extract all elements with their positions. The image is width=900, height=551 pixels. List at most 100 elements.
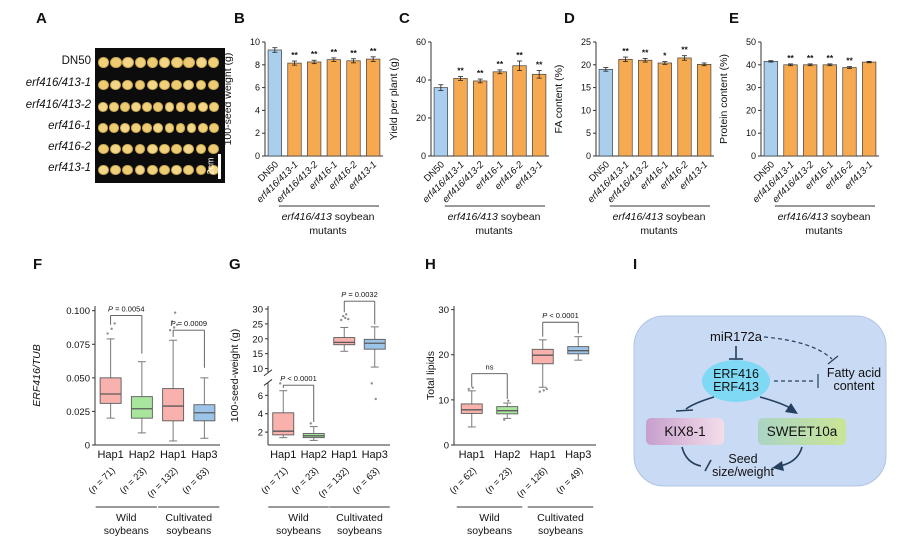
svg-text:10: 10 xyxy=(581,105,591,115)
seed xyxy=(207,143,219,155)
genotype-label: erf413-1 xyxy=(48,162,91,174)
svg-text:(n = 49): (n = 49) xyxy=(554,465,585,496)
seed xyxy=(171,164,182,176)
svg-text:Hap2: Hap2 xyxy=(494,449,520,461)
svg-text:erf416/413 soybean: erf416/413 soybean xyxy=(282,211,375,223)
svg-text:**: ** xyxy=(536,60,543,70)
outlier-point xyxy=(374,397,377,401)
svg-text:30: 30 xyxy=(252,304,263,315)
seed xyxy=(183,143,195,155)
svg-text:Hap1: Hap1 xyxy=(160,449,186,461)
seed xyxy=(122,79,134,91)
outlier-point xyxy=(538,390,541,393)
seed xyxy=(110,57,122,69)
seed xyxy=(134,143,146,155)
seed xyxy=(98,143,109,155)
seed xyxy=(195,164,207,176)
seed xyxy=(146,164,158,176)
svg-text:30: 30 xyxy=(746,83,756,93)
outlier-point xyxy=(172,326,176,329)
bars: DN50**erf416/413-1**erf416/413-2*erf416-… xyxy=(586,45,712,205)
bar-DN50 xyxy=(433,87,448,157)
svg-text:Wild: Wild xyxy=(116,512,137,524)
panel-i-model-diagram: miR172a ERF416 ERF413 Fatty acid content xyxy=(633,315,887,487)
axes: 2 4 6 10 15 20 25 30 100-seed-weight (g) xyxy=(229,304,390,446)
seed xyxy=(134,79,146,91)
svg-text:30: 30 xyxy=(438,305,449,316)
svg-text:**: ** xyxy=(516,50,523,60)
outlier-point xyxy=(344,316,347,320)
panel-label-h: H xyxy=(425,256,436,273)
svg-text:Cultivated: Cultivated xyxy=(537,512,584,524)
seed xyxy=(134,57,146,69)
axes: 0 0.025 0.050 0.075 0.100 ERF416/TUB xyxy=(31,306,220,452)
svg-text:0.050: 0.050 xyxy=(66,373,90,384)
bar-erf413-1 xyxy=(532,73,547,157)
bar-erf416-2 xyxy=(842,67,857,157)
svg-text:soybeans: soybeans xyxy=(104,525,149,537)
seed xyxy=(171,57,183,69)
svg-text:0: 0 xyxy=(444,441,449,452)
svg-text:(n = 71): (n = 71) xyxy=(87,465,118,496)
seed xyxy=(146,79,158,91)
svg-text:P = 0.0032: P = 0.0032 xyxy=(341,290,378,299)
outlier-point xyxy=(542,389,545,392)
outlier-point xyxy=(347,317,350,321)
seed xyxy=(183,57,195,69)
seed xyxy=(197,123,208,133)
outlier-point xyxy=(173,311,177,314)
svg-text:Wild: Wild xyxy=(479,512,500,524)
seed-photo-background xyxy=(95,48,225,183)
svg-text:Hap1: Hap1 xyxy=(270,449,296,461)
svg-text:25: 25 xyxy=(581,37,591,47)
axes: 0 2 4 6 8 10 100-seed weight (g) xyxy=(222,37,383,161)
svg-text:soybeans: soybeans xyxy=(276,525,321,537)
svg-text:60: 60 xyxy=(416,37,426,47)
outlier-point xyxy=(507,399,510,402)
fatty-acid-label-line1: Fatty acid xyxy=(827,366,881,380)
bar-erf416-2 xyxy=(512,65,527,157)
svg-text:Hap1: Hap1 xyxy=(530,449,556,461)
axes: 0 20 40 60 Yield per plant (g) xyxy=(388,37,549,161)
svg-text:0.100: 0.100 xyxy=(66,306,90,317)
svg-text:(n = 71): (n = 71) xyxy=(259,465,290,496)
svg-text:Hap3: Hap3 xyxy=(565,449,591,461)
outlier-point xyxy=(471,386,474,389)
svg-text:**: ** xyxy=(622,46,629,56)
outlier-point xyxy=(467,387,470,391)
seed xyxy=(186,123,197,133)
panel-label-i: I xyxy=(633,256,638,273)
seed xyxy=(207,79,219,91)
svg-text:100-seed weight (g): 100-seed weight (g) xyxy=(222,53,234,146)
svg-text:(n = 23): (n = 23) xyxy=(483,465,514,496)
svg-text:**: ** xyxy=(827,53,834,63)
svg-text:**: ** xyxy=(331,47,338,57)
bar-erf416/413-2 xyxy=(307,61,322,157)
svg-text:P = 0.0054: P = 0.0054 xyxy=(108,304,145,313)
dashed-inhibition-mir172a-fatty xyxy=(763,336,839,365)
panel-h-boxplot-total-lipids: 0 10 20 30 Total lipids Hap1 (n = 62) Hap2 (n = … xyxy=(425,305,596,537)
seed xyxy=(142,102,153,112)
svg-text:P = 0.0009: P = 0.0009 xyxy=(170,319,207,328)
panel-label-c: C xyxy=(399,10,410,27)
bar-DN50 xyxy=(763,61,778,157)
svg-text:mutants: mutants xyxy=(640,225,677,237)
svg-text:Cultivated: Cultivated xyxy=(165,512,212,524)
bar-erf416-1 xyxy=(822,64,837,157)
bar-DN50 xyxy=(598,69,613,157)
seed xyxy=(153,123,164,133)
scale-bar-label: 2cm xyxy=(205,157,216,175)
outlier-point xyxy=(342,314,345,318)
svg-text:10: 10 xyxy=(746,128,756,138)
boxes: Hap1 (n = 62) Hap2 (n = 23) Hap1 (n = 126) Hap… xyxy=(448,336,591,500)
svg-text:Hap1: Hap1 xyxy=(459,449,485,461)
erf413-label: ERF413 xyxy=(713,380,759,394)
seed xyxy=(98,79,109,91)
svg-text:soybeans: soybeans xyxy=(467,525,512,537)
svg-text:0: 0 xyxy=(751,151,756,161)
seed xyxy=(131,102,141,112)
svg-text:20: 20 xyxy=(252,334,263,345)
svg-text:(n = 132): (n = 132) xyxy=(145,465,180,500)
